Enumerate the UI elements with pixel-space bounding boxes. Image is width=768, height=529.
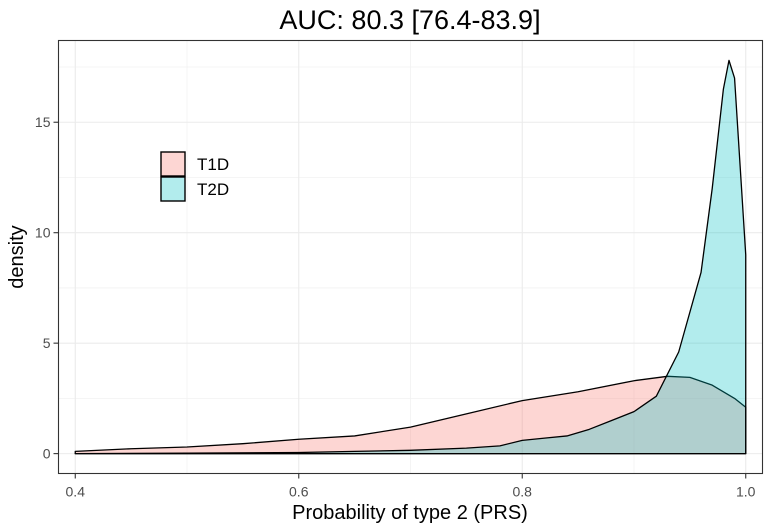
density-area-t2d — [74, 59, 747, 455]
y-tick-label: 0 — [43, 446, 51, 462]
y-tick-label: 10 — [35, 225, 51, 241]
legend: T1D T2D — [160, 151, 229, 202]
legend-label-t1d: T1D — [197, 155, 229, 174]
minor-grid — [58, 40, 763, 474]
x-tick-label: 1.0 — [736, 484, 756, 500]
x-axis: 0.4 0.6 0.8 1.0 — [66, 473, 756, 500]
x-axis-title: Probability of type 2 (PRS) — [292, 502, 528, 524]
y-axis: 0 5 10 15 — [35, 114, 59, 462]
y-tick-label: 15 — [35, 114, 51, 130]
x-tick-label: 0.4 — [66, 484, 86, 500]
series-layer — [74, 59, 747, 455]
x-tick-label: 0.6 — [289, 484, 309, 500]
chart-title: AUC: 80.3 [76.4-83.9] — [279, 5, 540, 35]
y-tick-label: 5 — [43, 335, 51, 351]
y-axis-title: density — [6, 225, 28, 288]
density-area-t1d — [74, 375, 747, 455]
legend-key-t1d — [160, 151, 186, 177]
legend-label-t2d: T2D — [197, 180, 229, 199]
legend-key-t2d — [160, 176, 186, 202]
x-tick-label: 0.8 — [513, 484, 533, 500]
plot-border — [57, 39, 764, 475]
